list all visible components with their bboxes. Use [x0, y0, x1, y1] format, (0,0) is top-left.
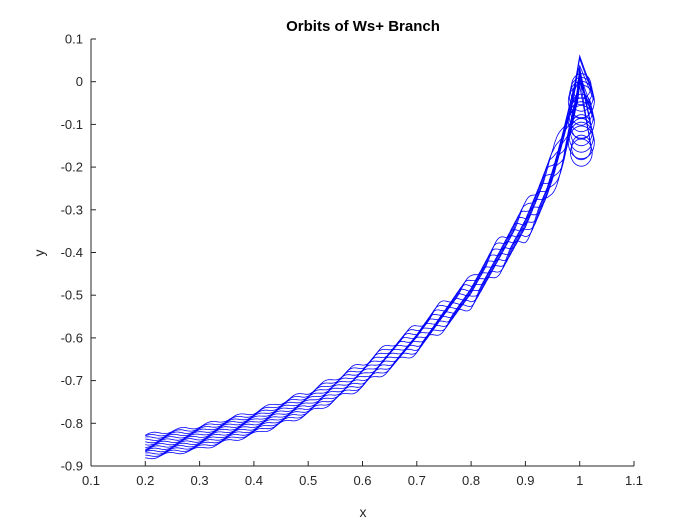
orbit-curve-5 [145, 72, 592, 444]
orbit-curve-13 [145, 77, 592, 457]
orbit-curves [145, 54, 595, 460]
y-tick-label: 0 [76, 74, 83, 89]
x-tick-label: 0.5 [299, 473, 317, 488]
y-tick-label: -0.7 [61, 373, 83, 388]
y-tick-label: -0.2 [61, 160, 83, 175]
x-tick-label: 0.4 [245, 473, 263, 488]
x-tick-label: 0.6 [353, 473, 371, 488]
orbit-curve-3 [145, 57, 594, 439]
axes [90, 39, 634, 467]
y-tick-label: -0.6 [61, 330, 83, 345]
y-tick-label: -0.8 [61, 416, 83, 431]
x-tick-label: 0.7 [408, 473, 426, 488]
orbit-curve-4 [145, 64, 595, 441]
orbit-curve-6 [145, 78, 593, 446]
chart-title: Orbits of Ws+ Branch [286, 18, 440, 35]
orbit-curve-14 [145, 85, 593, 460]
orbit-curve-10 [145, 69, 593, 452]
x-tick-label: 0.8 [462, 473, 480, 488]
y-tick-label: -0.4 [61, 245, 83, 260]
orbit-curve-11 [145, 67, 594, 453]
y-axis-ticks: 0.1 0 -0.1 -0.2 -0.3 -0.4 -0.5 -0.6 -0.7 -0.8 -0.9 [61, 32, 96, 474]
orbit-curve-8 [145, 79, 595, 450]
x-axis-label: x [360, 504, 367, 520]
orbit-curve-7 [145, 80, 594, 448]
y-tick-label: -0.1 [61, 117, 83, 132]
y-tick-label: -0.5 [61, 288, 83, 303]
orbit-curve-9 [145, 74, 592, 451]
y-axis-label: y [31, 250, 47, 257]
x-tick-label: 0.9 [516, 473, 534, 488]
x-tick-label: 1.1 [625, 473, 643, 488]
x-axis-ticks: 0.1 0.2 0.3 0.4 0.5 0.6 0.7 0.8 0.9 1 1.1 [82, 461, 643, 488]
y-tick-label: 0.1 [65, 32, 83, 47]
y-tick-label: -0.9 [61, 459, 83, 474]
x-tick-label: 0.3 [191, 473, 209, 488]
y-tick-label: -0.3 [61, 202, 83, 217]
x-tick-label: 1 [576, 473, 583, 488]
x-tick-label: 0.2 [136, 473, 154, 488]
orbit-curve-12 [145, 70, 595, 455]
x-tick-label: 0.1 [82, 473, 100, 488]
